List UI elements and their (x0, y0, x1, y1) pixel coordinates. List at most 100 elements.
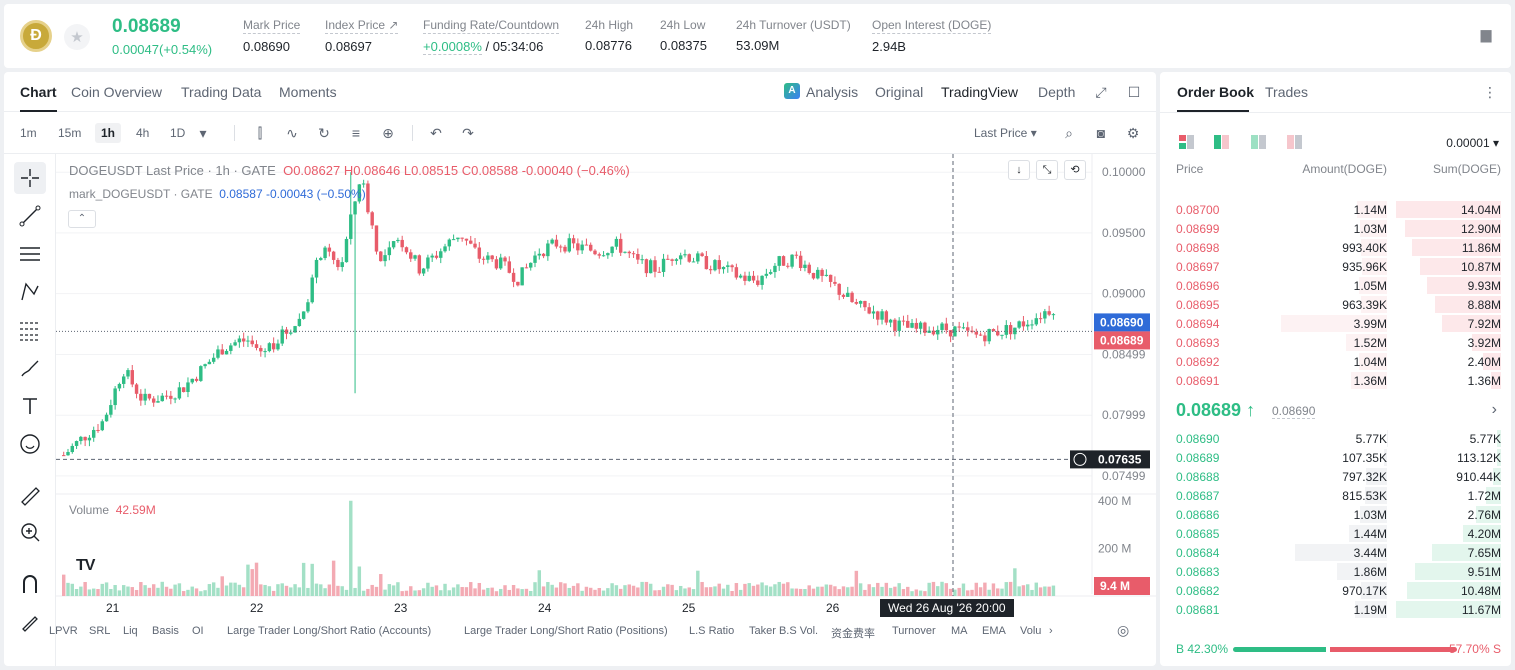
tab-chart[interactable]: Chart (20, 84, 57, 112)
ask-row[interactable]: 0.08696 1.05M 9.93M (1160, 276, 1511, 295)
stat-label[interactable]: Open Interest (DOGE) (872, 18, 992, 34)
layout-both-icon[interactable] (1179, 135, 1195, 149)
stat-label[interactable]: Funding Rate/Countdown (423, 18, 560, 34)
undo-icon[interactable]: ↶ (430, 125, 442, 141)
indicator-item[interactable]: Large Trader Long/Short Ratio (Positions… (464, 625, 668, 637)
ask-row[interactable]: 0.08700 1.14M 14.04M (1160, 200, 1511, 219)
favorite-star-icon[interactable]: ★ (64, 24, 90, 50)
tab-order-book[interactable]: Order Book (1177, 84, 1255, 100)
collapse-legend-button[interactable]: ⌃ (68, 210, 96, 228)
stat-label[interactable]: Mark Price (243, 18, 301, 34)
tab-moments[interactable]: Moments (279, 84, 337, 100)
chevron-right-icon[interactable]: › (1049, 625, 1053, 637)
search-icon[interactable]: ⌕ (1065, 125, 1073, 141)
layout-asks-icon[interactable] (1287, 135, 1303, 149)
bid-row[interactable]: 0.08689 107.35K 113.12K (1160, 448, 1511, 467)
interval-dropdown-icon[interactable]: ▾ (199, 125, 207, 141)
guide-book-icon[interactable]: ▆ (1480, 26, 1492, 42)
bid-row[interactable]: 0.08690 5.77K 5.77K (1160, 429, 1511, 448)
indicator-item[interactable]: MA (951, 625, 968, 637)
ask-row[interactable]: 0.08692 1.04M 2.40M (1160, 352, 1511, 371)
tradingview-logo-icon[interactable]: TV (76, 557, 95, 574)
view-depth[interactable]: Depth (1038, 84, 1076, 100)
bid-row[interactable]: 0.08684 3.44M 7.65M (1160, 543, 1511, 562)
settings-target-icon[interactable]: ◎ (1117, 622, 1130, 638)
ask-row[interactable]: 0.08699 1.03M 12.90M (1160, 219, 1511, 238)
interval-1d[interactable]: 1D (170, 126, 186, 140)
precision-select[interactable]: 0.00001 ▾ (1446, 136, 1499, 150)
tab-coin-overview[interactable]: Coin Overview (71, 84, 163, 100)
indicator-item[interactable]: Taker B.S Vol. (749, 625, 819, 637)
layout-bids-icon[interactable] (1251, 135, 1267, 149)
text-tool-icon[interactable] (14, 390, 46, 422)
stat-label[interactable]: Index Price ↗ (325, 18, 399, 34)
crosshair-tool-icon[interactable] (14, 162, 46, 194)
bid-row[interactable]: 0.08682 970.17K 10.48M (1160, 581, 1511, 600)
view-analysis[interactable]: Analysis (806, 84, 859, 100)
indicator-item[interactable]: Volu (1020, 625, 1042, 637)
ruler-tool-icon[interactable] (14, 480, 46, 512)
indicator-item[interactable]: L.S Ratio (689, 625, 735, 637)
gear-icon[interactable]: ⚙ (1126, 125, 1140, 141)
bid-row[interactable]: 0.08683 1.86M 9.51M (1160, 562, 1511, 581)
ai-analysis-icon[interactable]: A (784, 83, 800, 99)
indicator-item[interactable]: Basis (152, 625, 179, 637)
interval-15m[interactable]: 15m (58, 126, 82, 140)
bid-row[interactable]: 0.08685 1.44M 4.20M (1160, 524, 1511, 543)
ask-row[interactable]: 0.08697 935.96K 10.87M (1160, 257, 1511, 276)
tab-trades[interactable]: Trades (1265, 84, 1309, 100)
reset-chart-icon[interactable]: ⟲ (1064, 160, 1086, 180)
indicators-icon[interactable]: ∿ (286, 125, 298, 141)
scroll-to-latest-icon[interactable]: ↓ (1008, 160, 1030, 180)
bid-row[interactable]: 0.08687 815.53K 1.72M (1160, 486, 1511, 505)
expand-icon[interactable]: ⤢ (1095, 84, 1107, 100)
fibonacci-tool-icon[interactable] (14, 314, 46, 346)
horizontal-lines-tool-icon[interactable] (14, 238, 46, 270)
price-chart[interactable]: 0.10000 0.09500 0.09000 0.08499 0.07999 0.074… (56, 154, 1156, 666)
ask-row[interactable]: 0.08693 1.52M 3.92M (1160, 333, 1511, 352)
chevron-right-icon[interactable]: › (1491, 401, 1497, 418)
ask-row[interactable]: 0.08698 993.40K 11.86M (1160, 238, 1511, 257)
more-options-icon[interactable]: ⋮ (1483, 84, 1497, 100)
bid-row[interactable]: 0.08686 1.03M 2.76M (1160, 505, 1511, 524)
magnet-icon[interactable] (14, 568, 46, 600)
compare-icon[interactable]: ↻ (318, 125, 330, 141)
ask-row[interactable]: 0.08694 3.99M 7.92M (1160, 314, 1511, 333)
layout-split-icon[interactable] (1214, 135, 1230, 149)
pattern-tool-icon[interactable] (14, 276, 46, 308)
funding-rate-value[interactable]: +0.0008% (423, 39, 482, 55)
fit-chart-icon[interactable]: ⤡ (1036, 160, 1058, 180)
interval-1h[interactable]: 1h (95, 123, 122, 143)
indicator-item[interactable]: Liq (123, 625, 138, 637)
view-original[interactable]: Original (875, 84, 924, 100)
pencil-icon[interactable] (14, 606, 46, 638)
tab-trading-data[interactable]: Trading Data (181, 84, 262, 100)
trendline-tool-icon[interactable] (14, 200, 46, 232)
stat-24h-low: 24h Low 0.08375 (660, 18, 707, 53)
interval-4h[interactable]: 4h (136, 126, 150, 140)
zoom-in-icon[interactable] (14, 516, 46, 548)
indicator-item[interactable]: 资金费率 (831, 628, 875, 640)
indicator-item[interactable]: OI (192, 625, 204, 637)
indicator-item[interactable]: EMA (982, 625, 1006, 637)
indicator-item[interactable]: LPVR (49, 625, 78, 637)
price-type-select[interactable]: Last Price ▾ (974, 126, 1037, 140)
mid-mark-price[interactable]: 0.08690 (1272, 404, 1316, 419)
camera-icon[interactable]: ◙ (1096, 125, 1106, 141)
bid-row[interactable]: 0.08688 797.32K 910.44K (1160, 467, 1511, 486)
view-tradingview[interactable]: TradingView (941, 84, 1019, 100)
window-icon[interactable]: ☐ (1127, 84, 1141, 100)
redo-icon[interactable]: ↷ (462, 125, 474, 141)
templates-icon[interactable]: ≡ (351, 125, 361, 141)
indicator-item[interactable]: Turnover (892, 625, 936, 637)
indicator-item[interactable]: Large Trader Long/Short Ratio (Accounts) (227, 625, 432, 637)
interval-1m[interactable]: 1m (20, 126, 37, 140)
brush-tool-icon[interactable] (14, 352, 46, 384)
indicator-item[interactable]: SRL (89, 625, 111, 637)
emoji-tool-icon[interactable] (14, 428, 46, 460)
ask-row[interactable]: 0.08691 1.36M 1.36M (1160, 371, 1511, 390)
add-indicator-icon[interactable]: ⊕ (382, 125, 394, 141)
candle-type-icon[interactable]: ⫿ (257, 125, 263, 141)
bid-row[interactable]: 0.08681 1.19M 11.67M (1160, 600, 1511, 619)
ask-row[interactable]: 0.08695 963.39K 8.88M (1160, 295, 1511, 314)
